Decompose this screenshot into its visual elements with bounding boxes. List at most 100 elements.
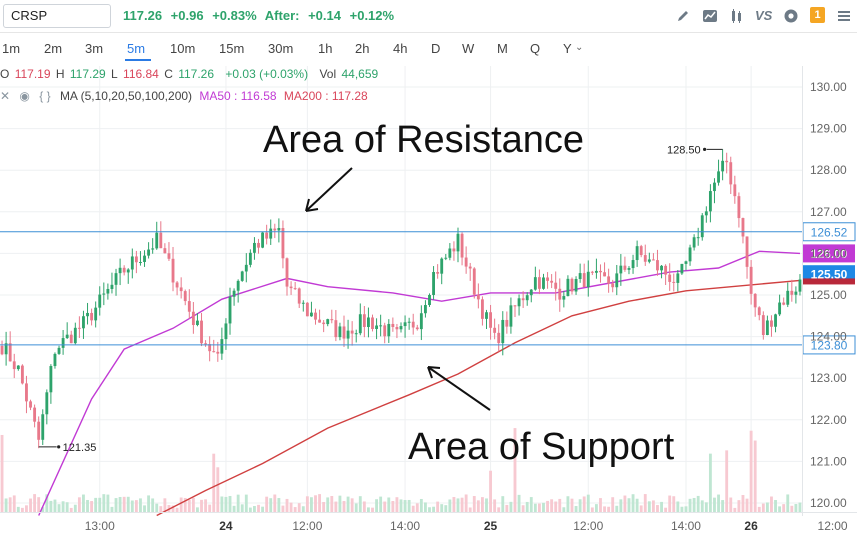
volume-bar [212,453,216,512]
volume-bar [554,501,558,512]
candle-body [627,268,631,270]
candle-body [798,279,802,292]
tab-q[interactable]: Q [530,41,541,56]
candle-body [778,302,782,315]
chevron-down-icon[interactable]: ⌄ [575,42,584,53]
tab-m[interactable]: M [497,41,508,56]
candle-body [428,294,431,306]
candles-icon[interactable] [729,8,745,27]
open-label: O [0,67,10,81]
volume-bar [643,494,647,512]
volume-bar [542,502,545,512]
settings-icon[interactable]: ◉ [19,89,30,103]
volume-bar [550,499,554,512]
tab-15m[interactable]: 15m [219,41,245,56]
volume-bar [354,503,358,512]
candle-body [269,228,273,239]
volume-bar [159,506,163,512]
candle-body [635,246,639,261]
tab-2m[interactable]: 2m [44,41,63,56]
volume-bar [143,505,146,512]
volume-bar [798,502,802,512]
candle-body [651,259,655,261]
candle-body [248,252,252,265]
volume-bar [794,504,798,512]
candle-body [619,265,623,274]
candle-body [130,256,134,270]
price-tick-label: 122.00 [810,413,847,427]
candle-body [322,322,326,325]
menu-icon[interactable] [837,8,851,27]
tab-1m[interactable]: 1m [2,41,21,56]
ma50-value: MA50 : 116.58 [199,89,277,103]
volume-bar [236,494,240,512]
tab-2h[interactable]: 2h [355,41,370,56]
volume-bar [65,502,69,512]
candle-body [163,248,167,254]
tab-3m[interactable]: 3m [85,41,104,56]
volume-bar [281,505,285,512]
candle-body [562,296,566,300]
volume-bar [635,498,639,512]
tab-10m[interactable]: 10m [170,41,196,56]
alert-badge-icon[interactable]: 1 [810,7,825,23]
volume-bar [200,499,203,512]
volume-bar [171,505,175,512]
volume-bar [130,500,134,512]
volume-bar [273,494,277,512]
high-label: H [55,67,65,81]
volume-bar [110,506,114,512]
candle-body [216,351,220,354]
candle-body [330,319,334,321]
code-braces-icon[interactable]: { } [39,89,51,103]
tab-5m[interactable]: 5m [127,41,146,56]
tab-y[interactable]: Y [563,41,572,56]
tab-d[interactable]: D [431,41,441,56]
candle-body [533,277,537,290]
volume-bar [570,498,574,512]
volume-bar [485,498,488,512]
gear-icon[interactable] [783,8,799,27]
candle-body [191,311,195,326]
candle-body [480,299,484,319]
volume-bar [631,494,635,512]
candle-body [704,211,708,216]
tab-30m[interactable]: 30m [268,41,294,56]
volume-bar [790,505,794,512]
candle-body [236,280,240,291]
after-hours-label: After: [264,8,300,23]
price-tick-label: 124.00 [810,330,847,344]
volume-bar [94,497,98,512]
candle-body [717,171,720,183]
candle-body [537,277,541,289]
candle-body [558,288,562,300]
candle-body [586,271,590,288]
price-tick-label: 129.00 [810,122,847,136]
volume-bar [301,506,305,512]
volume-bar [428,507,431,512]
candle-body [456,233,460,252]
candle-body [696,237,700,239]
volume-bar [114,498,118,512]
candle-body [448,248,452,258]
close-icon[interactable]: ✕ [0,89,11,103]
chart-type-icon[interactable] [702,8,718,27]
annotation-resistance: Area of Resistance [263,119,584,161]
volume-bar [586,494,590,512]
candle-body [228,296,232,324]
volume-bar [558,498,562,512]
volume-bar [240,504,244,512]
tab-1h[interactable]: 1h [318,41,333,56]
volume-bar [395,497,399,512]
volume-bar [208,504,212,512]
pencil-icon[interactable] [675,8,691,27]
ma200-value: MA200 : 117.28 [283,89,368,103]
vs-compare-icon[interactable]: VS [755,8,773,23]
tab-4h[interactable]: 4h [393,41,408,56]
candle-body [122,267,126,273]
tab-w[interactable]: W [462,41,475,56]
symbol-input[interactable]: CRSP [3,4,111,28]
candle-body [265,232,269,239]
candle-body [464,257,468,267]
